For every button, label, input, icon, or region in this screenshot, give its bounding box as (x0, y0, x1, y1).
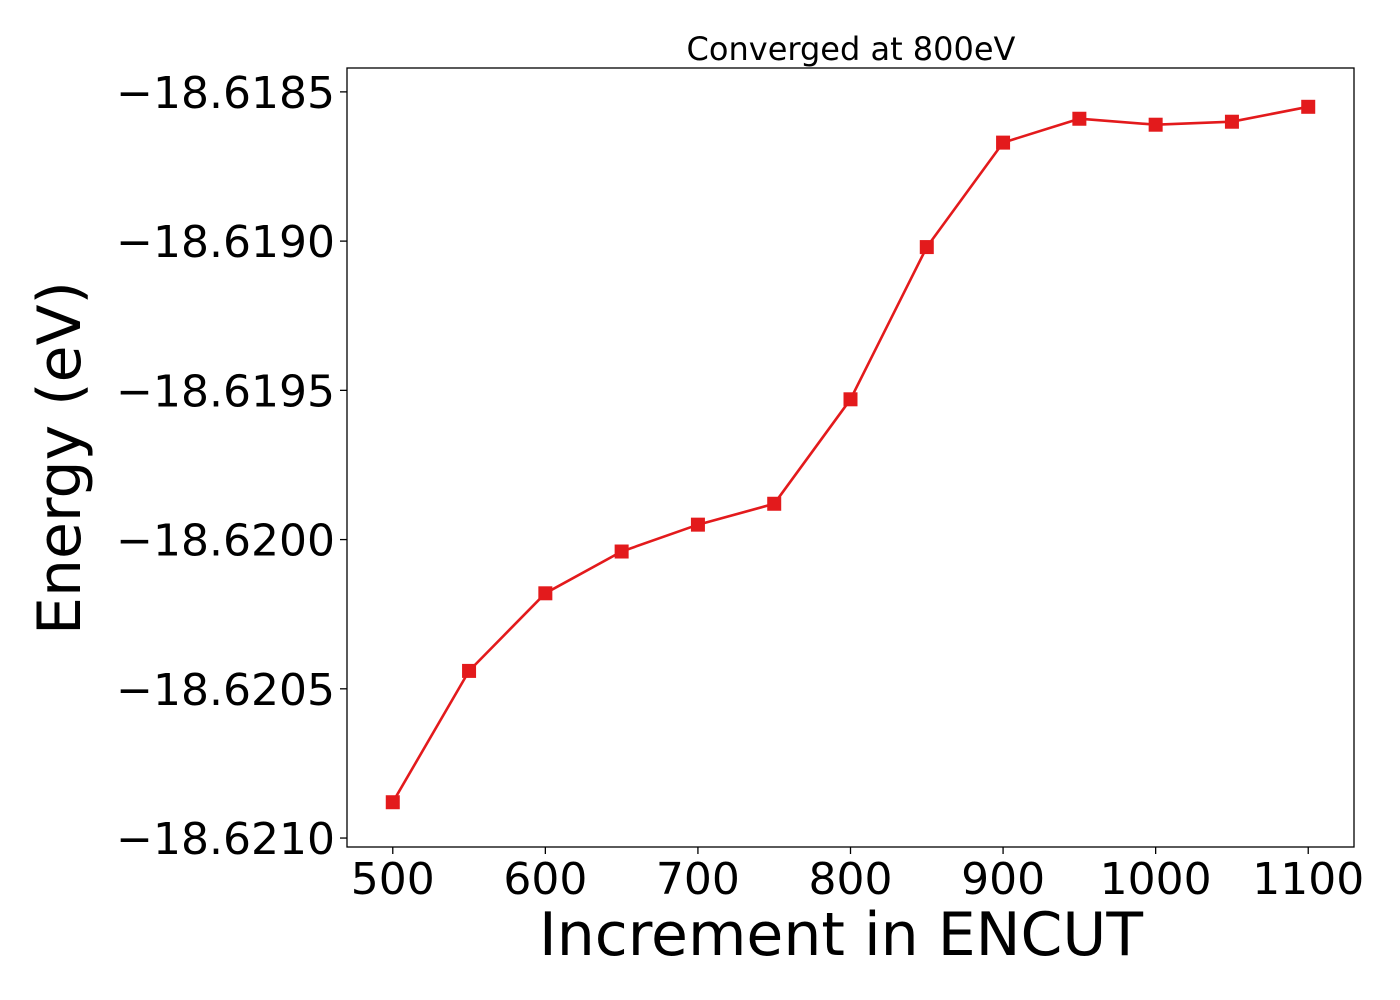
data-point-marker (996, 135, 1011, 150)
x-tick-label: 900 (961, 854, 1045, 905)
data-point-marker (690, 517, 705, 532)
x-axis-label: Increment in ENCUT (539, 900, 1143, 970)
chart-title: Converged at 800eV (687, 30, 1016, 68)
x-tick-label: 700 (656, 854, 740, 905)
y-tick-label: −18.6210 (116, 814, 335, 865)
y-tick-label: −18.6190 (116, 217, 335, 268)
data-point-marker (538, 586, 553, 601)
y-tick-label: −18.6185 (116, 68, 335, 119)
plot-frame (346, 67, 1355, 848)
x-tick-label: 500 (351, 854, 435, 905)
x-axis-ticks: 500 600 700 800 900 1000 1100 (351, 847, 1364, 905)
data-point-marker (919, 240, 934, 255)
y-tick-label: −18.6205 (116, 665, 335, 716)
data-point-marker (1224, 114, 1239, 129)
y-tick-label: −18.6195 (116, 366, 335, 417)
x-tick-label: 1000 (1100, 854, 1212, 905)
data-point-marker (1072, 111, 1087, 126)
y-tick-label: −18.6200 (116, 516, 335, 567)
x-tick-label: 800 (809, 854, 893, 905)
data-point-marker (462, 663, 477, 678)
x-tick-label: 1100 (1252, 854, 1364, 905)
data-point-marker (843, 392, 858, 407)
x-tick-label: 600 (503, 854, 587, 905)
y-axis-label: Energy (eV) (25, 281, 95, 635)
data-point-marker (385, 795, 400, 810)
data-point-marker (1148, 117, 1163, 132)
data-point-marker (767, 496, 782, 511)
data-point-marker (614, 544, 629, 559)
data-point-marker (1301, 99, 1316, 114)
y-axis-ticks: −18.6185 −18.6190 −18.6195 −18.6200 −18.6205… (116, 68, 347, 865)
series-layer (385, 99, 1316, 810)
